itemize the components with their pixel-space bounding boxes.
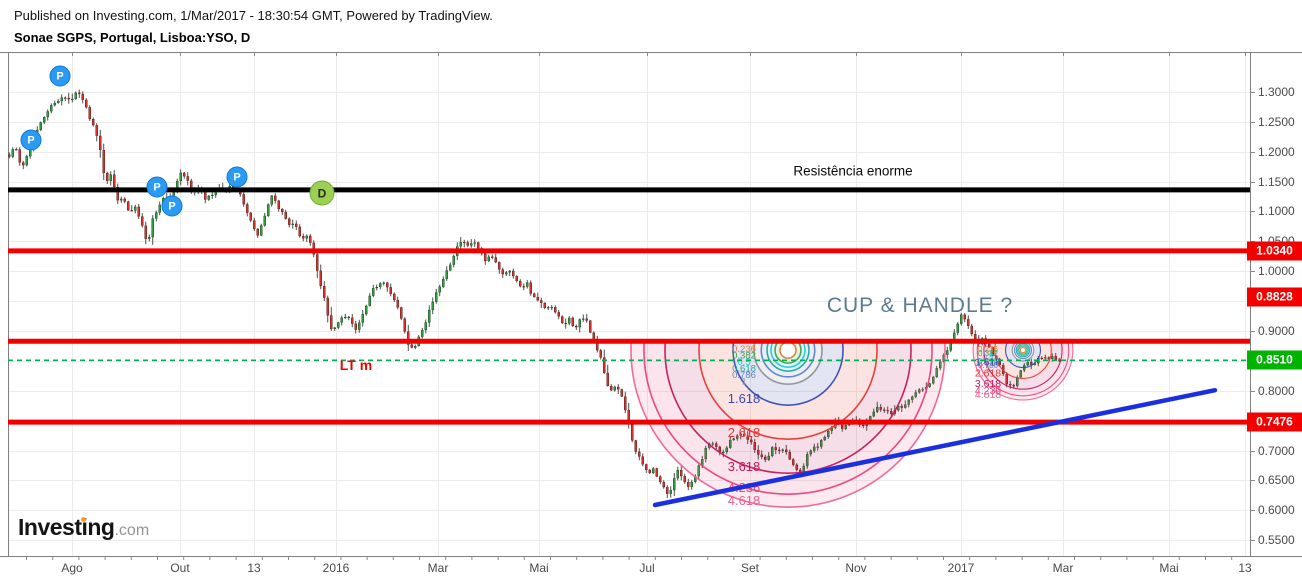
cup-and-handle-label[interactable]: CUP & HANDLE ? (826, 294, 1014, 317)
x-axis-tick-label: Set (740, 561, 760, 575)
y-axis-tick-label: 1.2500 (1258, 114, 1295, 129)
pivot-marker-p[interactable]: P (49, 65, 71, 87)
x-axis-tick-label: Out (170, 561, 190, 575)
investing-logo[interactable]: Investing .com (18, 514, 149, 546)
pivot-marker-p[interactable]: P (20, 129, 42, 151)
x-axis-tick-label: 13 (1238, 561, 1252, 575)
x-axis-tick-label: Nov (845, 561, 867, 575)
resistance-label[interactable]: Resistência enorme (793, 163, 913, 179)
current-price-badge[interactable]: 0.8510 (1247, 350, 1302, 370)
x-axis-tick-label: 13 (247, 561, 261, 575)
x-axis-tick-label: Mar (427, 561, 449, 575)
y-axis-tick-label: 1.1500 (1258, 174, 1295, 189)
y-axis-tick-label: 0.6000 (1258, 503, 1295, 518)
x-axis-tick-label: Mai (529, 561, 549, 575)
logo-domain-text: .com (114, 522, 150, 539)
logo-orange-dot (81, 517, 86, 522)
x-axis-tick-label: 2017 (947, 561, 975, 575)
pivot-marker-p[interactable]: P (226, 166, 248, 188)
x-axis-tick-label: Mar (1052, 561, 1074, 575)
y-axis-tick-label: 1.1000 (1258, 204, 1295, 219)
price-axis-badge[interactable]: 0.7476 (1247, 412, 1302, 432)
y-axis-tick-label: 0.5500 (1258, 533, 1295, 548)
pivot-marker-p[interactable]: P (146, 176, 168, 198)
investing-logo-text: Investing (18, 514, 115, 540)
pivot-marker-p[interactable]: P (161, 195, 183, 217)
x-axis-tick-label: Mai (1159, 561, 1179, 575)
published-line: Published on Investing.com, 1/Mar/2017 -… (14, 8, 493, 23)
y-axis-tick-label: 0.6500 (1258, 473, 1295, 488)
x-axis-tick-label: Ago (61, 561, 83, 575)
pivot-marker-d[interactable]: D (309, 180, 335, 206)
y-axis-tick-label: 0.7000 (1258, 443, 1295, 458)
y-axis-tick-label: 0.8000 (1258, 383, 1295, 398)
y-axis-tick-label: 1.2000 (1258, 144, 1295, 159)
y-axis-tick-label: 1.0000 (1258, 264, 1295, 279)
symbol-title: Sonae SGPS, Portugal, Lisboa:YSO, D (14, 30, 251, 45)
price-axis-badge[interactable]: 1.0340 (1247, 241, 1302, 261)
x-axis-tick-label: 2016 (322, 561, 350, 575)
y-axis-tick-label: 1.3000 (1258, 84, 1295, 99)
y-axis-tick-label: 0.9000 (1258, 323, 1295, 338)
x-axis-tick-label: Jul (639, 561, 655, 575)
price-axis-badge[interactable]: 0.8828 (1247, 287, 1302, 307)
lt-m-label[interactable]: LT m (339, 357, 373, 373)
